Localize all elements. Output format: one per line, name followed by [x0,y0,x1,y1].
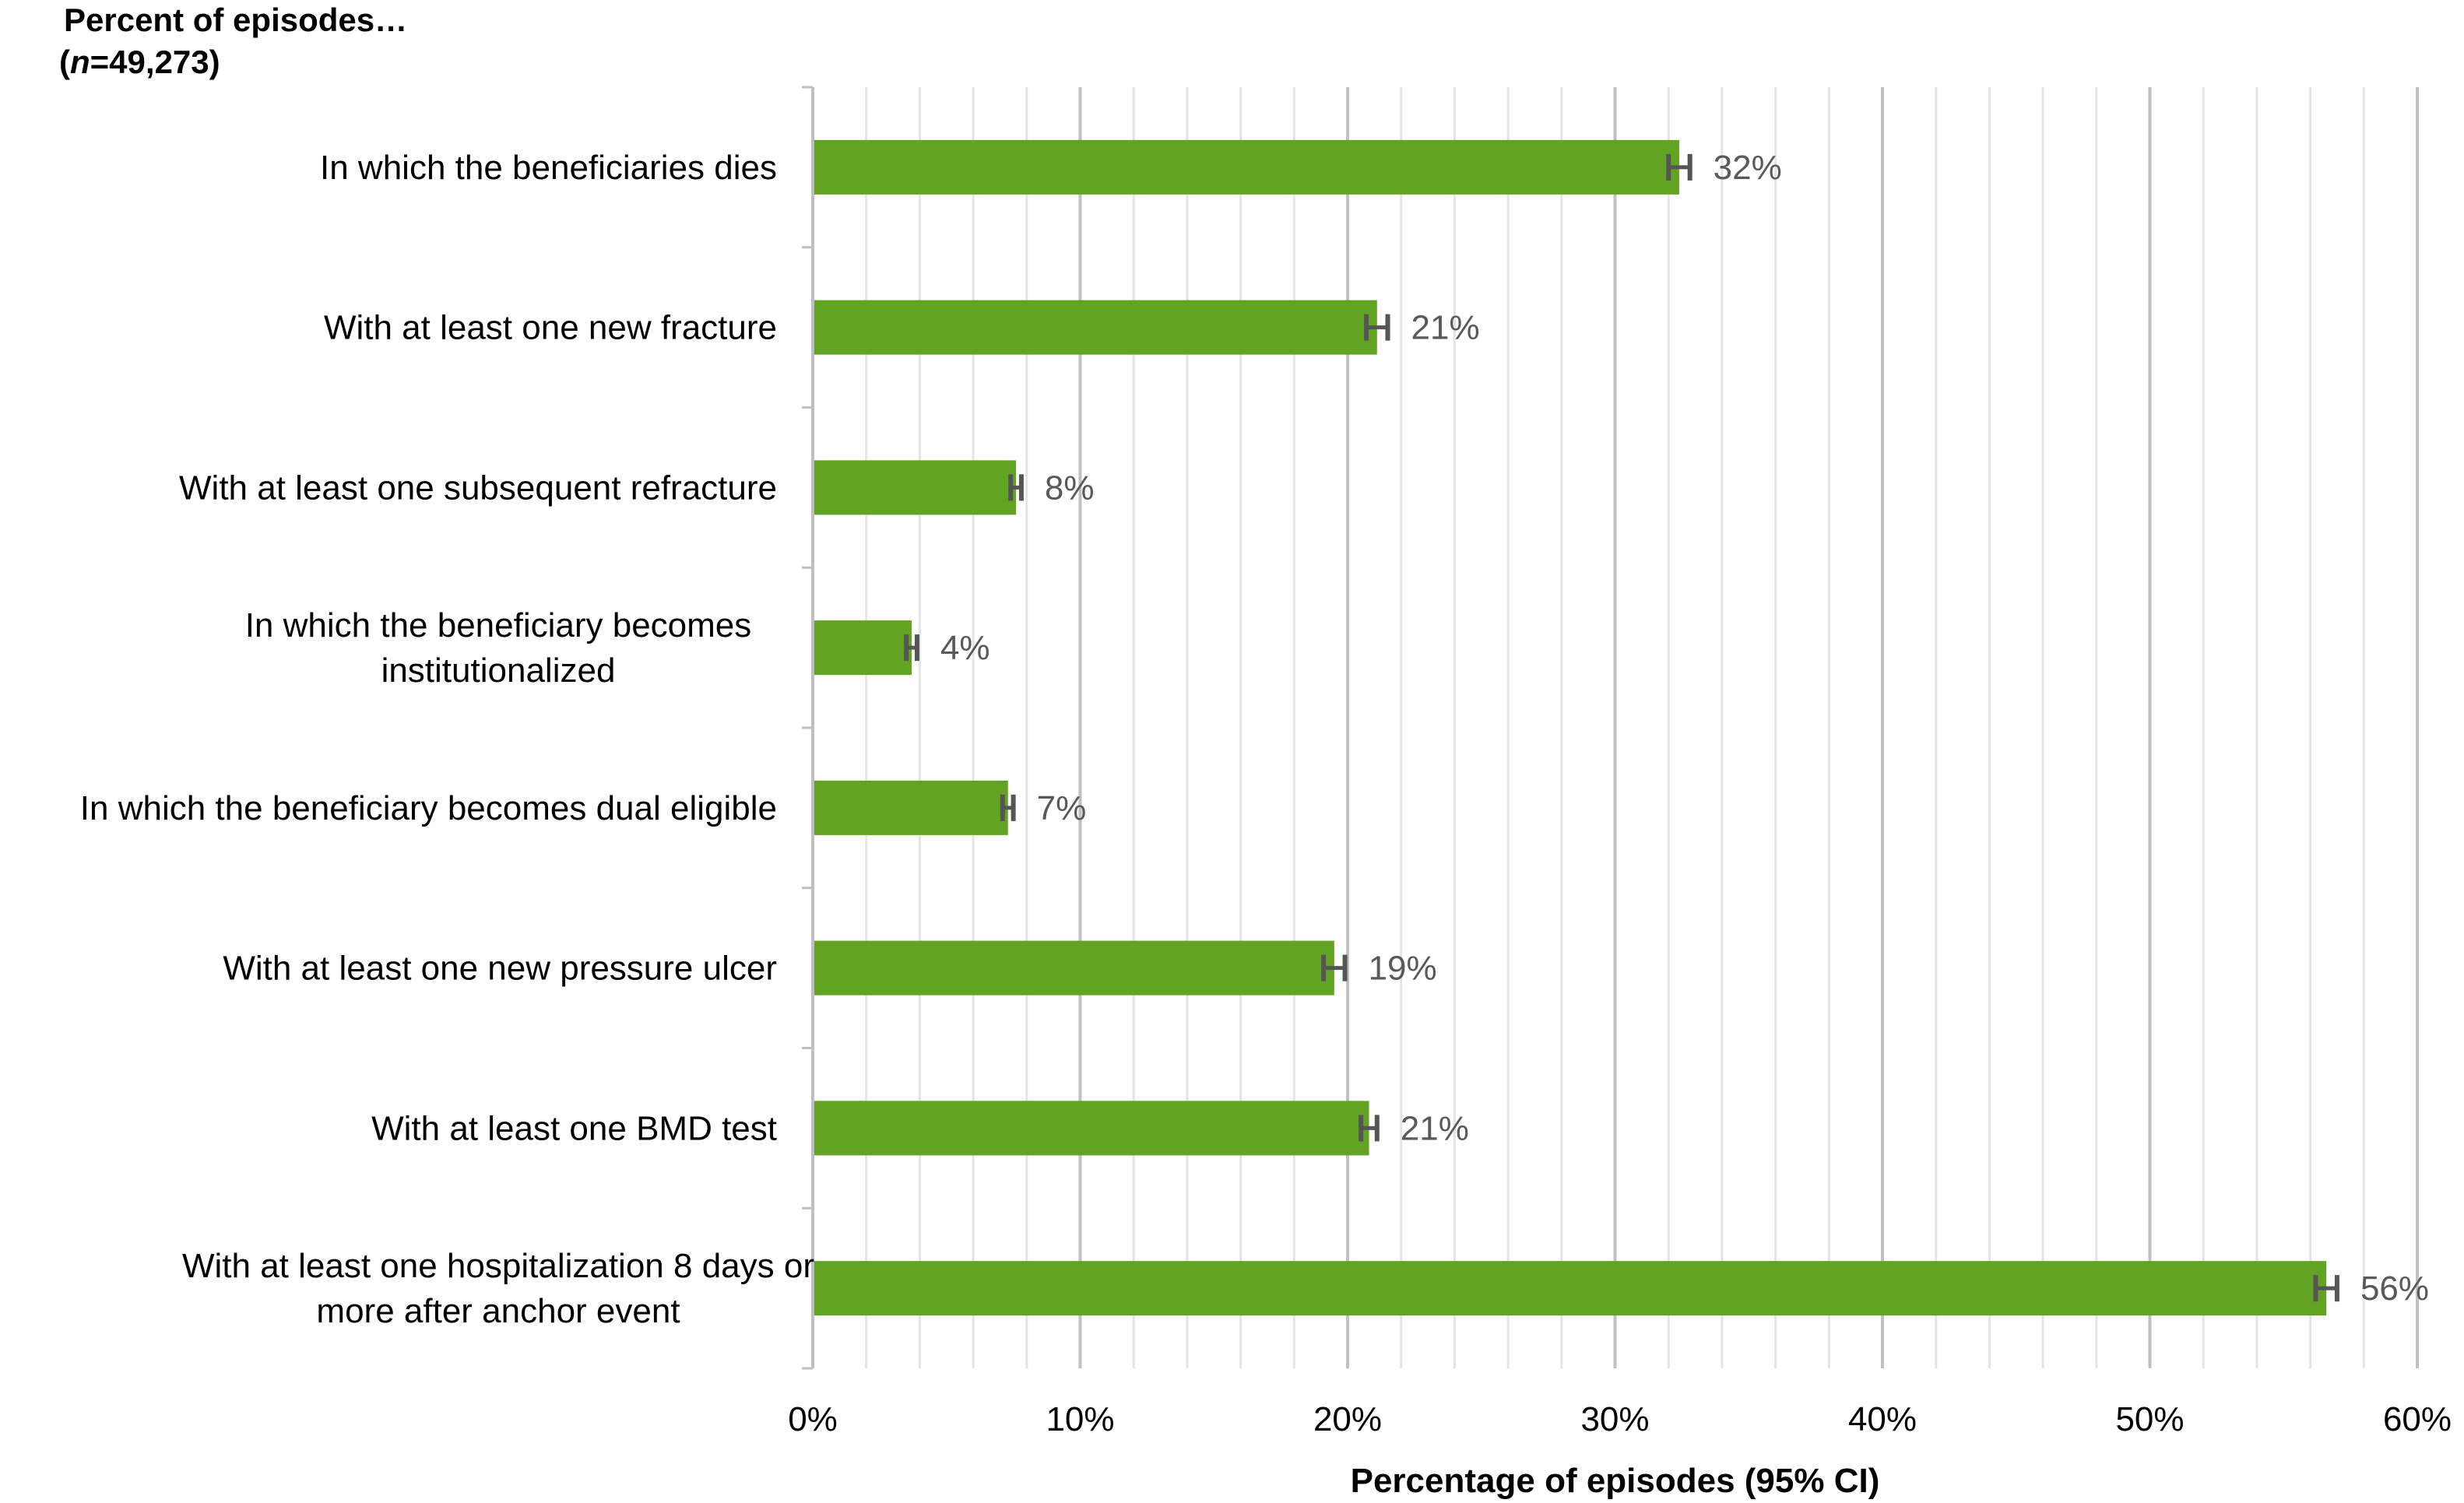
x-tick-label: 20% [1313,1400,1382,1438]
bar [814,620,912,676]
x-tick-label: 40% [1848,1400,1917,1438]
data-label: 8% [1045,469,1095,507]
data-label: 21% [1401,1109,1469,1147]
category-label: With at least one BMD test [371,1109,777,1147]
bar [814,1101,1369,1156]
x-tick-label: 50% [2115,1400,2184,1438]
subtitle-n-value: =49,273) [90,44,220,80]
category-label: With at least one new pressure ulcer [223,950,777,988]
data-label: 21% [1411,309,1480,347]
data-label: 7% [1037,789,1087,827]
category-label: In which the beneficiary becomes [245,606,752,644]
data-label: 19% [1369,950,1437,988]
x-tick-label: 0% [788,1400,838,1438]
category-label: With at least one subsequent refracture [179,469,777,507]
subtitle-prefix: ( [59,44,70,80]
x-tick-label: 10% [1046,1400,1114,1438]
chart-subtitle: (n=49,273) [59,44,220,81]
chart-title: Percent of episodes… [64,2,408,38]
x-tick-label: 60% [2383,1400,2452,1438]
data-label: 4% [940,629,990,667]
x-tick-label: 30% [1580,1400,1649,1438]
bar [814,780,1008,835]
x-axis-title: Percentage of episodes (95% CI) [1351,1462,1880,1500]
bar [814,940,1334,996]
category-label: more after anchor event [316,1292,680,1330]
bar [814,300,1377,355]
category-label: In which the beneficiary becomes dual el… [80,789,777,827]
bar [814,1261,2327,1316]
data-label: 32% [1714,149,1782,187]
category-label: institutionalized [381,651,616,690]
subtitle-n-symbol: n [70,44,90,80]
category-label: With at least one new fracture [324,309,777,347]
category-label: In which the beneficiaries dies [320,149,777,187]
bar [814,460,1017,515]
category-label: With at least one hospitalization 8 days… [182,1247,814,1285]
bar [814,139,1679,195]
data-label: 56% [2360,1269,2429,1308]
